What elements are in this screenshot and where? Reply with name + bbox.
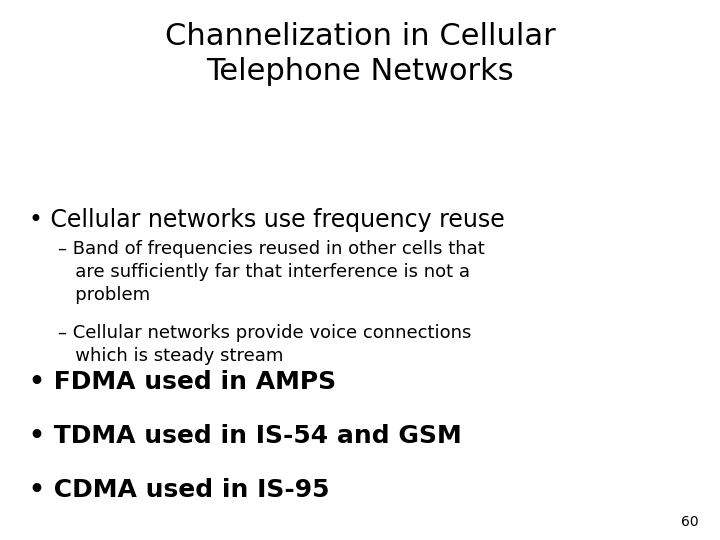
Text: • Cellular networks use frequency reuse: • Cellular networks use frequency reuse (29, 208, 505, 232)
Text: • CDMA used in IS-95: • CDMA used in IS-95 (29, 478, 329, 502)
Text: • TDMA used in IS-54 and GSM: • TDMA used in IS-54 and GSM (29, 424, 462, 448)
Text: Channelization in Cellular
Telephone Networks: Channelization in Cellular Telephone Net… (165, 22, 555, 86)
Text: 60: 60 (681, 515, 698, 529)
Text: – Band of frequencies reused in other cells that
   are sufficiently far that in: – Band of frequencies reused in other ce… (58, 240, 485, 304)
Text: • FDMA used in AMPS: • FDMA used in AMPS (29, 370, 336, 394)
Text: – Cellular networks provide voice connections
   which is steady stream: – Cellular networks provide voice connec… (58, 324, 471, 365)
